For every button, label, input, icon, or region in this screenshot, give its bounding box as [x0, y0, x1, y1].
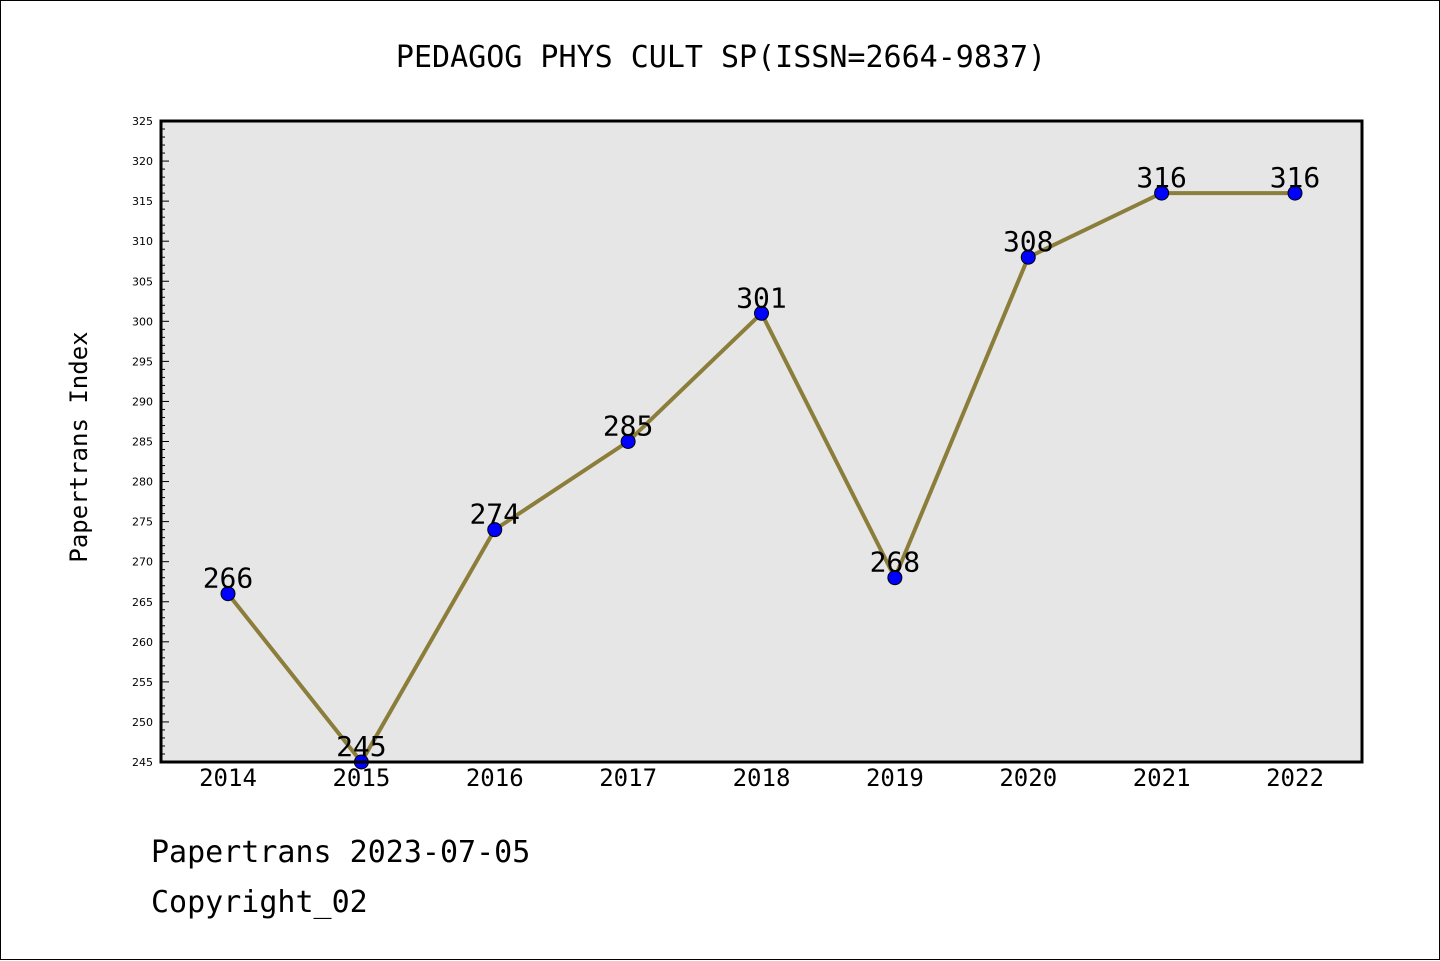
chart-title: PEDAGOG PHYS CULT SP(ISSN=2664-9837) [396, 40, 1046, 75]
y-tick-label: 255 [132, 676, 153, 689]
data-labels: 266 245 274 285 301 268 308 316 316 [203, 161, 1321, 763]
x-tick-label: 2014 [199, 764, 257, 792]
data-point [1020, 249, 1036, 265]
data-point [620, 434, 636, 449]
data-point [887, 570, 903, 586]
x-tick-label: 2018 [733, 764, 791, 792]
series-papertrans-index [220, 185, 1303, 770]
x-tick-label: 2017 [599, 764, 657, 792]
data-point [1154, 185, 1170, 201]
x-tick-label: 2021 [1133, 764, 1191, 792]
data-label: 285 [603, 410, 654, 443]
data-point [220, 586, 236, 602]
x-tick-label: 2022 [1266, 764, 1324, 792]
plot-area [161, 121, 1362, 762]
x-tick-label: 2016 [466, 764, 524, 792]
data-label: 268 [870, 546, 921, 579]
y-tick-label: 245 [132, 756, 153, 769]
data-label: 274 [469, 498, 520, 531]
footer-copyright-line: Copyright_02 [151, 885, 368, 920]
data-label: 308 [1003, 225, 1054, 258]
data-label: 301 [736, 281, 787, 314]
data-label: 266 [203, 562, 254, 595]
y-tick-label: 320 [132, 155, 153, 168]
y-tick-label: 315 [132, 195, 153, 208]
data-point [487, 522, 503, 538]
data-label: 245 [336, 730, 387, 763]
y-tick-label: 290 [132, 395, 153, 408]
data-label: 316 [1270, 161, 1321, 194]
y-tick-label: 310 [132, 235, 153, 248]
footer-date-line: Papertrans 2023-07-05 [151, 835, 531, 870]
y-tick-label: 285 [132, 436, 153, 449]
y-tick-label: 250 [132, 716, 153, 729]
y-tick-label: 300 [132, 315, 153, 328]
y-tick-label: 325 [132, 115, 153, 128]
data-label: 316 [1136, 161, 1187, 194]
y-axis: 245 250 255 260 265 270 275 280 285 290 295 300 305 3… [132, 115, 169, 769]
y-tick-label: 270 [132, 556, 153, 569]
x-tick-label: 2020 [999, 764, 1057, 792]
data-point [754, 305, 769, 321]
y-tick-label: 280 [132, 476, 153, 489]
data-point [1287, 185, 1303, 201]
y-tick-label: 295 [132, 355, 153, 368]
y-tick-label: 260 [132, 636, 153, 649]
y-tick-label: 265 [132, 596, 153, 609]
x-axis: 2014 2015 2016 2017 2018 2019 2020 2021 2022 [199, 764, 1324, 792]
x-tick-label: 2019 [866, 764, 924, 792]
plot-border [159, 119, 1364, 764]
y-axis-label: Papertrans Index [65, 331, 93, 562]
y-tick-label: 275 [132, 516, 153, 529]
y-tick-label: 305 [132, 275, 153, 288]
